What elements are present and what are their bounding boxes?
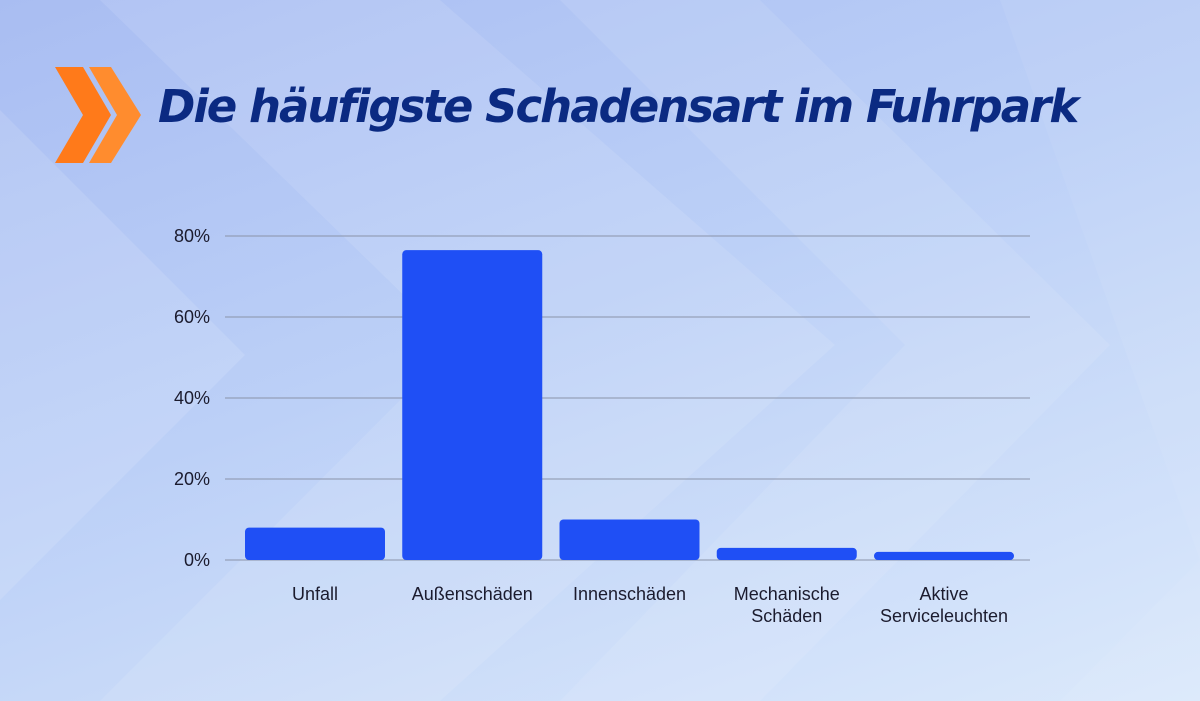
bar <box>559 519 700 560</box>
x-category-label-line: Unfall <box>292 584 338 604</box>
y-tick-label: 40% <box>174 388 210 408</box>
y-tick-label: 0% <box>184 550 210 570</box>
x-category-label-line: Serviceleuchten <box>880 606 1008 626</box>
bar <box>874 551 1014 560</box>
y-tick-label: 80% <box>174 226 210 246</box>
y-axis-ticks: 0% 20% 40% 60% 80% <box>174 226 210 570</box>
bar <box>245 527 385 560</box>
page-title: Die häufigste Schadensart im Fuhrpark <box>158 80 1079 133</box>
x-category-label-line: Mechanische <box>734 584 840 604</box>
x-category-label: Innenschäden <box>573 584 686 604</box>
x-category-label-line: Innenschäden <box>573 584 686 604</box>
bars <box>245 250 1014 561</box>
y-tick-label: 20% <box>174 469 210 489</box>
grid-lines <box>225 235 1030 561</box>
x-category-label-line: Schäden <box>751 606 822 626</box>
double-chevron-icon <box>55 67 141 163</box>
x-category-label: Außenschäden <box>412 584 533 604</box>
x-category-label-line: Aktive <box>919 584 968 604</box>
x-category-label: Mechanische Schäden <box>734 584 840 626</box>
x-category-label: Aktive Serviceleuchten <box>880 584 1008 626</box>
bar <box>716 547 857 560</box>
bar <box>402 250 543 561</box>
x-category-label: Unfall <box>292 584 338 604</box>
x-category-label-line: Außenschäden <box>412 584 533 604</box>
x-axis-categories: Unfall Außenschäden Innenschäden Mechanisch… <box>292 584 1008 626</box>
y-tick-label: 60% <box>174 307 210 327</box>
